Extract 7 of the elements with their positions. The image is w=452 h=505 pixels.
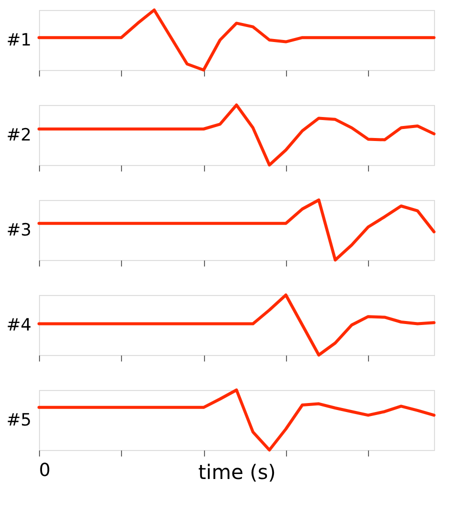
y-axis-title: #4 — [6, 316, 32, 336]
y-axis-title: #3 — [6, 220, 32, 240]
y-axis-title: #5 — [6, 410, 32, 430]
x-axis-title: time (s) — [198, 460, 276, 484]
text: 0 — [39, 460, 50, 481]
y-axis-title: #2 — [6, 126, 32, 146]
y-axis-title: #1 — [6, 30, 32, 50]
